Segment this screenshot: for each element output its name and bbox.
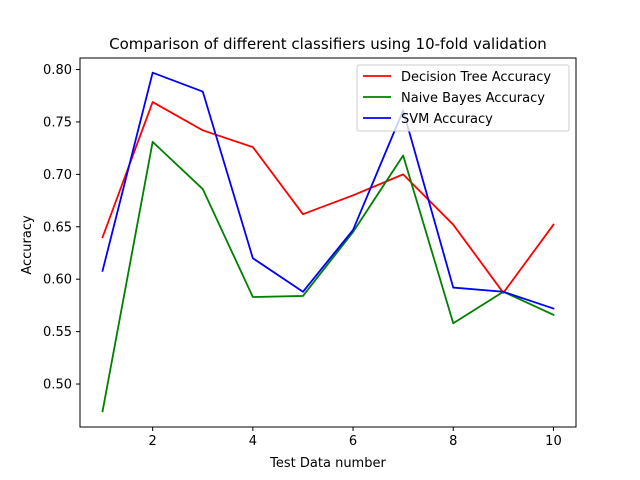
- legend-label-2: Naive Bayes Accuracy: [401, 91, 545, 106]
- y-tick-label: 0.80: [43, 63, 72, 78]
- y-tick-label: 0.70: [43, 168, 72, 183]
- x-axis-title: Test Data number: [269, 456, 386, 471]
- chart-title: Comparison of different classifiers usin…: [109, 35, 547, 53]
- legend-label-1: Decision Tree Accuracy: [401, 70, 551, 85]
- y-tick-label: 0.50: [43, 378, 72, 393]
- series-line-3: [101, 71, 555, 310]
- y-tick-label: 0.65: [43, 220, 72, 235]
- x-tick-label: 4: [249, 434, 257, 449]
- y-tick-label: 0.60: [43, 273, 72, 288]
- x-tick-label: 6: [349, 434, 357, 449]
- plot-area: 2 4 6 8 10 0.50 0.55 0.60 0.65 0.70 0.75 0.80: [43, 57, 577, 449]
- axes-frame: [79, 57, 577, 428]
- series-line-2: [101, 140, 555, 413]
- y-tick-label: 0.55: [43, 325, 72, 340]
- x-tick-label: 10: [545, 434, 562, 449]
- series-line-1: [101, 101, 555, 294]
- y-tick-label: 0.75: [43, 115, 72, 130]
- legend-box: [356, 64, 570, 132]
- x-tick-label: 8: [449, 434, 457, 449]
- legend: Decision Tree Accuracy Naive Bayes Accura…: [356, 64, 570, 132]
- x-tick-label: 2: [149, 434, 157, 449]
- y-axis-title: Accuracy: [20, 215, 35, 275]
- legend-label-3: SVM Accuracy: [401, 112, 493, 127]
